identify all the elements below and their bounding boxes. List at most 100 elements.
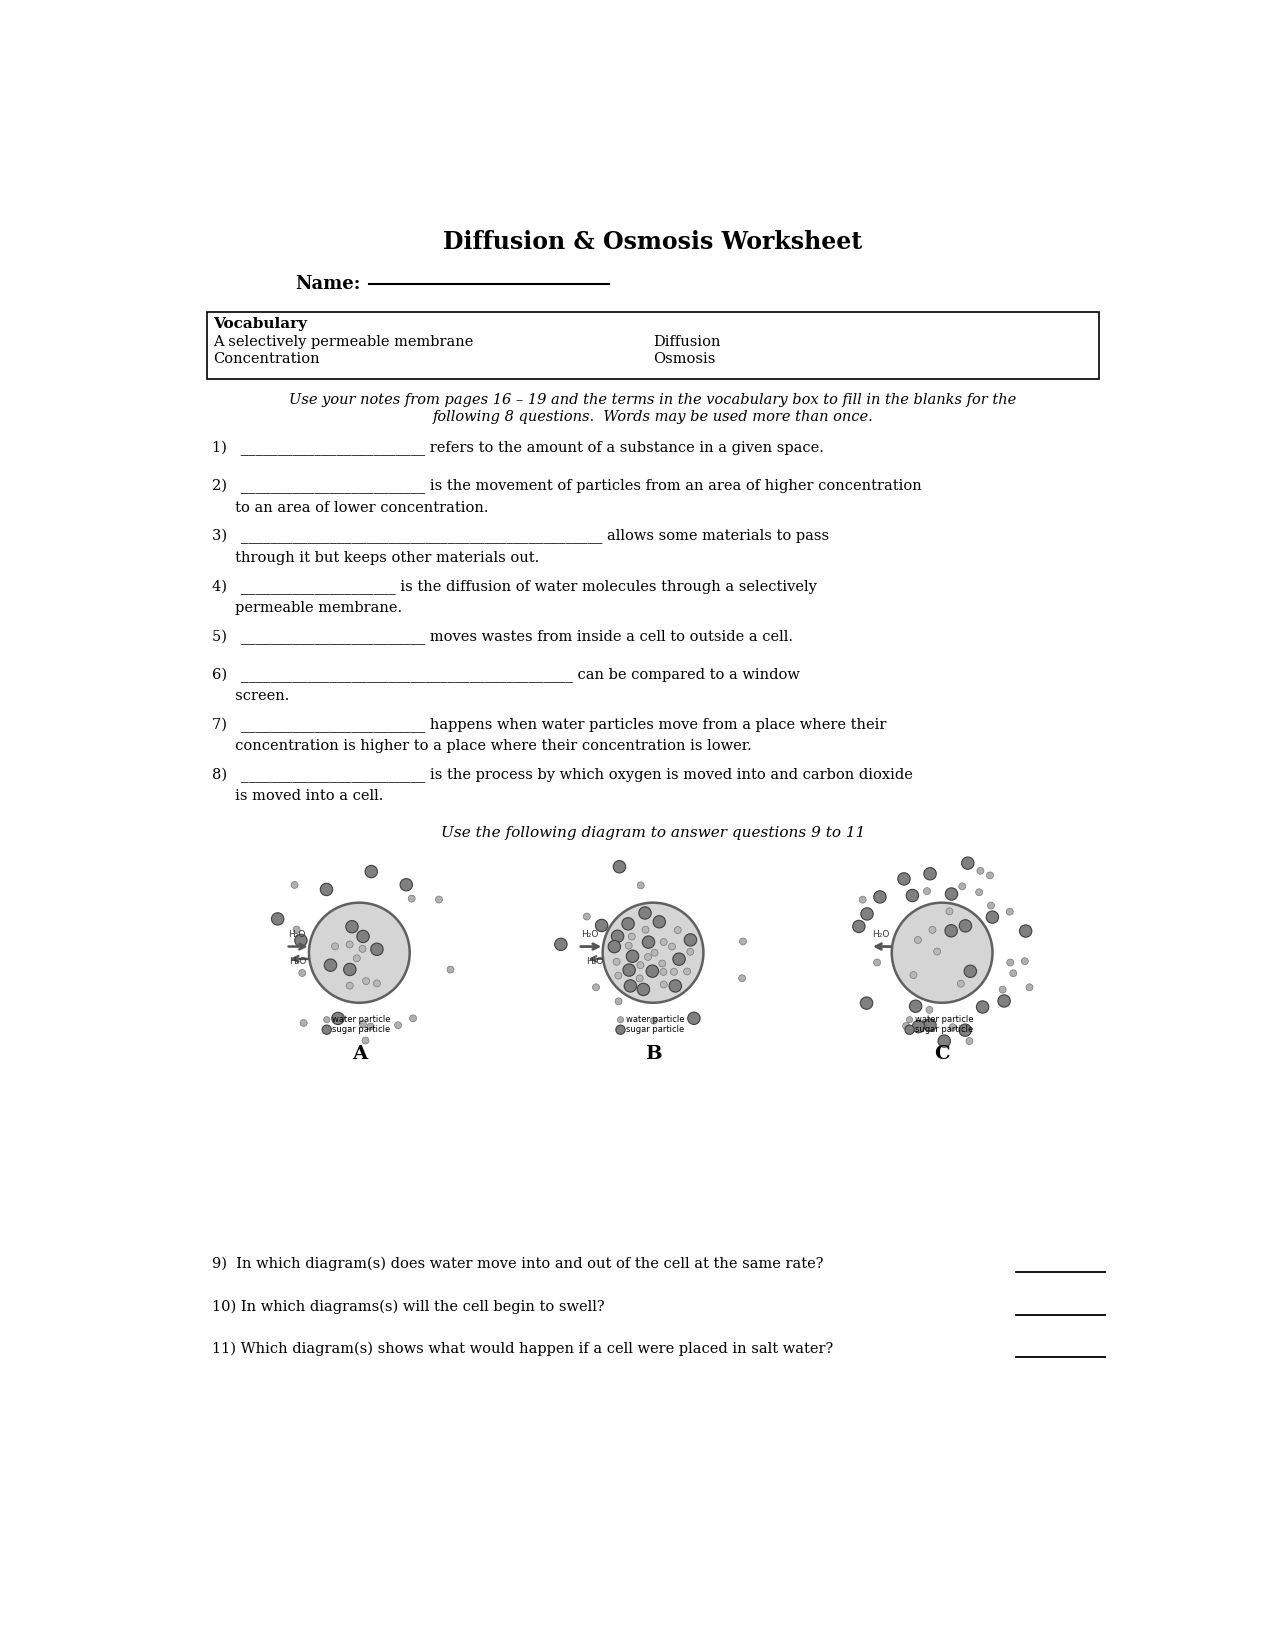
Circle shape bbox=[612, 930, 623, 943]
Circle shape bbox=[909, 1001, 922, 1012]
Circle shape bbox=[959, 883, 965, 890]
Circle shape bbox=[408, 895, 416, 901]
Circle shape bbox=[295, 934, 307, 946]
Text: 9)  In which diagram(s) does water move into and out of the cell at the same rat: 9) In which diagram(s) does water move i… bbox=[212, 1256, 824, 1271]
Circle shape bbox=[926, 1007, 933, 1014]
Text: 6)   _____________________________________________ can be compared to a window: 6) _____________________________________… bbox=[212, 667, 799, 684]
Circle shape bbox=[323, 1025, 332, 1034]
Text: 4)   _____________________ is the diffusion of water molecules through a selecti: 4) _____________________ is the diffusio… bbox=[212, 580, 817, 594]
Circle shape bbox=[687, 1012, 700, 1025]
Circle shape bbox=[448, 966, 454, 972]
Circle shape bbox=[938, 1035, 950, 1047]
Text: H₂O: H₂O bbox=[288, 930, 305, 939]
Text: to an area of lower concentration.: to an area of lower concentration. bbox=[212, 500, 488, 515]
Circle shape bbox=[669, 979, 682, 992]
Circle shape bbox=[998, 996, 1010, 1007]
Circle shape bbox=[615, 997, 622, 1005]
Circle shape bbox=[353, 954, 361, 963]
Circle shape bbox=[1000, 986, 1006, 992]
Circle shape bbox=[643, 936, 654, 948]
Circle shape bbox=[687, 948, 694, 956]
Circle shape bbox=[332, 1012, 344, 1025]
Circle shape bbox=[924, 868, 936, 880]
Circle shape bbox=[959, 920, 972, 933]
Text: B: B bbox=[645, 1045, 662, 1063]
Circle shape bbox=[400, 878, 413, 892]
Circle shape bbox=[683, 967, 691, 976]
Circle shape bbox=[924, 1019, 936, 1032]
Text: Vocabulary: Vocabulary bbox=[213, 317, 307, 330]
Circle shape bbox=[584, 913, 590, 920]
Circle shape bbox=[652, 949, 658, 956]
Text: H₂O: H₂O bbox=[289, 958, 307, 966]
Circle shape bbox=[371, 943, 382, 956]
Circle shape bbox=[964, 966, 977, 977]
Circle shape bbox=[913, 1020, 924, 1034]
Circle shape bbox=[668, 943, 676, 949]
Circle shape bbox=[646, 964, 659, 977]
Text: sugar particle: sugar particle bbox=[333, 1025, 390, 1034]
Circle shape bbox=[738, 974, 746, 982]
Text: Osmosis: Osmosis bbox=[653, 352, 715, 367]
Text: Concentration: Concentration bbox=[213, 352, 320, 367]
Circle shape bbox=[949, 1024, 956, 1030]
Circle shape bbox=[595, 920, 608, 931]
Circle shape bbox=[643, 926, 649, 933]
Circle shape bbox=[622, 918, 634, 930]
Circle shape bbox=[638, 882, 644, 888]
Circle shape bbox=[638, 984, 650, 996]
Circle shape bbox=[347, 982, 353, 989]
Circle shape bbox=[332, 943, 339, 949]
Circle shape bbox=[394, 1022, 402, 1029]
Circle shape bbox=[625, 943, 632, 949]
Circle shape bbox=[291, 882, 298, 888]
Circle shape bbox=[660, 938, 667, 946]
Text: sugar particle: sugar particle bbox=[915, 1025, 973, 1034]
Circle shape bbox=[1026, 984, 1033, 991]
Text: H₂O: H₂O bbox=[872, 930, 890, 939]
Circle shape bbox=[1006, 908, 1014, 915]
Text: A: A bbox=[352, 1045, 367, 1063]
Circle shape bbox=[615, 972, 622, 979]
Circle shape bbox=[660, 981, 667, 987]
Circle shape bbox=[859, 896, 866, 903]
Text: screen.: screen. bbox=[212, 690, 289, 703]
Circle shape bbox=[923, 888, 931, 895]
Circle shape bbox=[1010, 969, 1016, 977]
Text: 7)   _________________________ happens when water particles move from a place wh: 7) _________________________ happens whe… bbox=[212, 718, 886, 733]
Circle shape bbox=[636, 976, 643, 982]
Text: H₂O: H₂O bbox=[581, 930, 599, 939]
Circle shape bbox=[914, 936, 922, 943]
Circle shape bbox=[966, 1037, 973, 1045]
Circle shape bbox=[362, 1037, 368, 1043]
Circle shape bbox=[639, 906, 652, 920]
Circle shape bbox=[593, 984, 599, 991]
Circle shape bbox=[861, 908, 873, 920]
Circle shape bbox=[1021, 958, 1029, 964]
Circle shape bbox=[929, 926, 936, 933]
Circle shape bbox=[659, 959, 666, 967]
Circle shape bbox=[625, 979, 636, 992]
Circle shape bbox=[367, 1024, 374, 1030]
Text: water particle: water particle bbox=[333, 1015, 390, 1024]
Text: 8)   _________________________ is the process by which oxygen is moved into and : 8) _________________________ is the proc… bbox=[212, 768, 913, 783]
Circle shape bbox=[977, 867, 984, 875]
Circle shape bbox=[608, 941, 621, 953]
Text: water particle: water particle bbox=[915, 1015, 974, 1024]
Circle shape bbox=[946, 908, 952, 915]
Circle shape bbox=[272, 913, 284, 925]
Text: Diffusion: Diffusion bbox=[653, 335, 720, 348]
Circle shape bbox=[945, 925, 958, 938]
Circle shape bbox=[324, 1017, 330, 1022]
Circle shape bbox=[674, 926, 681, 933]
Circle shape bbox=[626, 949, 639, 963]
Text: 10) In which diagrams(s) will the cell begin to swell?: 10) In which diagrams(s) will the cell b… bbox=[212, 1299, 604, 1314]
Circle shape bbox=[907, 890, 918, 901]
Bar bbox=[208, 312, 1099, 380]
Circle shape bbox=[945, 888, 958, 900]
Circle shape bbox=[685, 934, 696, 946]
Circle shape bbox=[959, 1024, 972, 1037]
Circle shape bbox=[360, 1020, 366, 1027]
Circle shape bbox=[298, 969, 306, 976]
Circle shape bbox=[324, 959, 337, 971]
